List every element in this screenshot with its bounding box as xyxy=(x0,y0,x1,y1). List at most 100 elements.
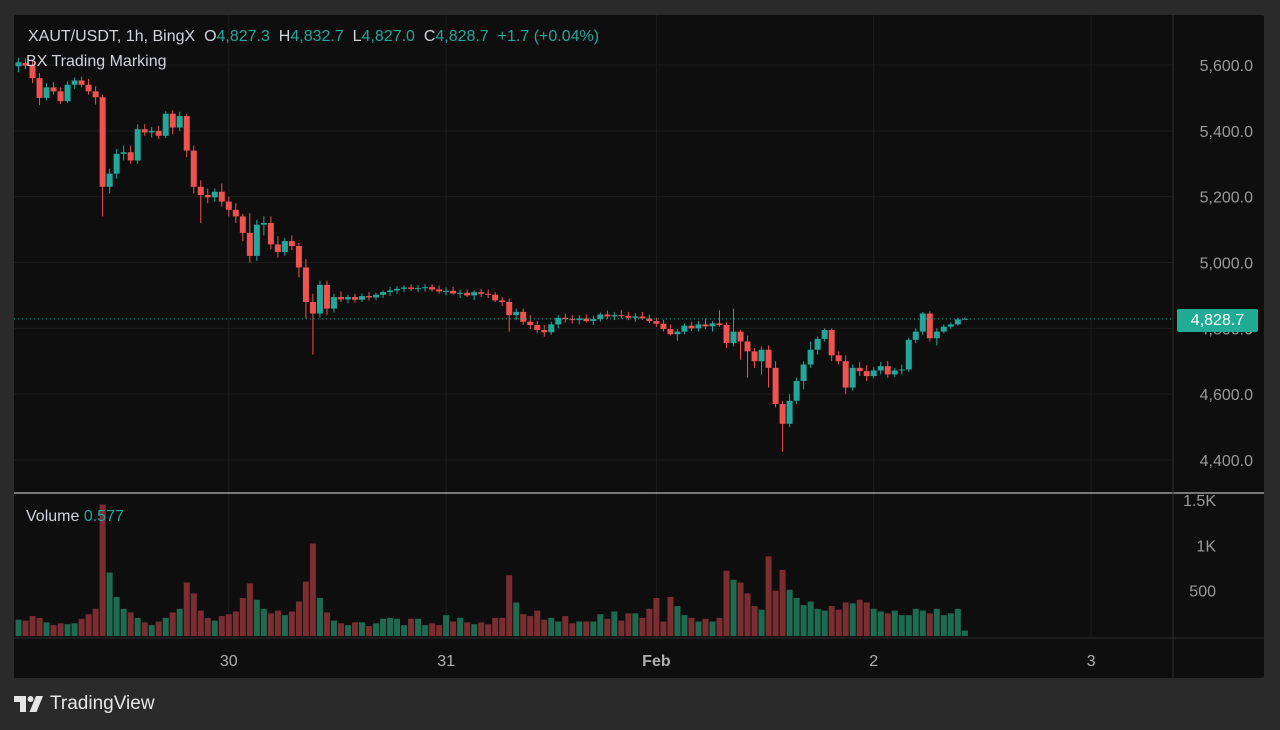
volume-bar xyxy=(814,608,821,636)
candle-body xyxy=(933,331,940,339)
volume-bar xyxy=(260,608,267,636)
candle-body xyxy=(807,349,814,365)
volume-bar xyxy=(821,610,828,636)
volume-bar xyxy=(632,613,639,636)
chart-pane[interactable]: 5,600.05,400.05,200.05,000.04,800.04,600… xyxy=(14,15,1264,678)
volume-bar xyxy=(204,617,211,636)
volume-bar xyxy=(436,625,443,636)
candle-body xyxy=(176,116,183,128)
candle-body xyxy=(141,129,148,133)
candle-body xyxy=(50,87,57,92)
volume-bar xyxy=(513,602,520,636)
volume-bar xyxy=(674,606,681,636)
candle-body xyxy=(204,195,211,198)
volume-bar xyxy=(120,608,127,636)
candle-body xyxy=(758,349,765,362)
candle-body xyxy=(92,91,99,98)
volume-bar xyxy=(366,626,372,636)
volume-bar xyxy=(905,615,912,636)
volume-bar xyxy=(309,543,316,636)
volume-bar xyxy=(842,602,849,636)
x-tick-label: 30 xyxy=(220,653,238,670)
volume-bar xyxy=(793,597,800,636)
candle-body xyxy=(197,186,204,196)
candle-body xyxy=(527,321,534,326)
candle-body xyxy=(821,329,828,339)
candle-body xyxy=(211,191,218,198)
volume-bar xyxy=(450,621,457,636)
volume-bar xyxy=(239,597,246,636)
candle-body xyxy=(541,329,548,333)
candle-body xyxy=(681,325,688,332)
x-tick-label: 2 xyxy=(869,653,878,670)
candle-body xyxy=(316,284,323,314)
candle-body xyxy=(387,290,394,293)
candle-body xyxy=(625,315,632,318)
volume-bar xyxy=(176,608,183,636)
candle-body xyxy=(422,287,429,289)
volume-bar xyxy=(737,582,744,636)
footer-brand-name: TradingView xyxy=(50,693,155,714)
candle-body xyxy=(828,329,835,356)
x-tick-label: Feb xyxy=(642,653,671,670)
candle-body xyxy=(751,351,758,362)
volume-bar xyxy=(604,618,611,636)
candle-body xyxy=(849,367,856,388)
symbol-label[interactable]: XAUT/USDT, 1h, BingX xyxy=(28,28,196,45)
candle-body xyxy=(835,355,842,362)
candle-body xyxy=(57,91,64,102)
volume-bar xyxy=(541,619,548,636)
price-chart[interactable]: 5,600.05,400.05,200.05,000.04,800.04,600… xyxy=(14,15,1264,678)
volume-bar xyxy=(485,624,492,636)
candle-body xyxy=(737,331,744,342)
candle-body xyxy=(436,289,443,292)
candle-body xyxy=(555,317,562,325)
volume-bar xyxy=(267,613,274,636)
candle-body xyxy=(29,65,36,79)
candle-body xyxy=(253,224,260,256)
candle-body xyxy=(295,246,302,268)
x-tick-label: 31 xyxy=(437,653,455,670)
volume-bar xyxy=(29,616,36,636)
candle-body xyxy=(667,328,674,335)
volume-bar xyxy=(835,609,842,636)
volume-bar xyxy=(78,618,85,636)
volume-bar xyxy=(92,608,99,636)
candle-body xyxy=(520,311,527,322)
candle-body xyxy=(562,317,569,320)
candle-body xyxy=(618,315,625,317)
volume-bar xyxy=(422,625,429,636)
volume-legend[interactable]: Volume 0.577 xyxy=(26,508,124,526)
candle-body xyxy=(239,216,246,233)
x-tick-label: 3 xyxy=(1087,653,1096,670)
candle-body xyxy=(695,324,702,329)
volume-bar xyxy=(576,621,583,636)
candle-body xyxy=(274,244,281,252)
volume-bar xyxy=(316,597,323,636)
candle-body xyxy=(260,223,267,225)
candle-body xyxy=(155,130,162,136)
volume-bar xyxy=(274,610,281,636)
candle-body xyxy=(716,323,723,326)
candle-body xyxy=(134,129,141,161)
volume-bar xyxy=(211,620,218,636)
change-value: +1.7 (+0.04%) xyxy=(497,28,600,45)
candle-body xyxy=(688,325,695,329)
candle-body xyxy=(779,404,786,424)
volume-bar xyxy=(323,612,330,636)
volume-bar xyxy=(569,623,576,636)
candle-body xyxy=(730,331,737,344)
footer-brand[interactable]: TradingView xyxy=(14,692,155,716)
candle-body xyxy=(919,313,926,332)
candle-body xyxy=(877,366,884,371)
candle-body xyxy=(323,284,330,309)
volume-bar xyxy=(134,617,141,636)
y-tick-label: 5,400.0 xyxy=(1200,124,1253,141)
volume-bar xyxy=(646,608,653,636)
candle-body xyxy=(380,292,387,295)
volume-bar xyxy=(281,615,288,636)
volume-bar xyxy=(36,617,43,636)
indicator-label[interactable]: BX Trading Marking xyxy=(26,53,167,70)
candle-body xyxy=(267,223,274,245)
candle-body xyxy=(499,300,506,302)
